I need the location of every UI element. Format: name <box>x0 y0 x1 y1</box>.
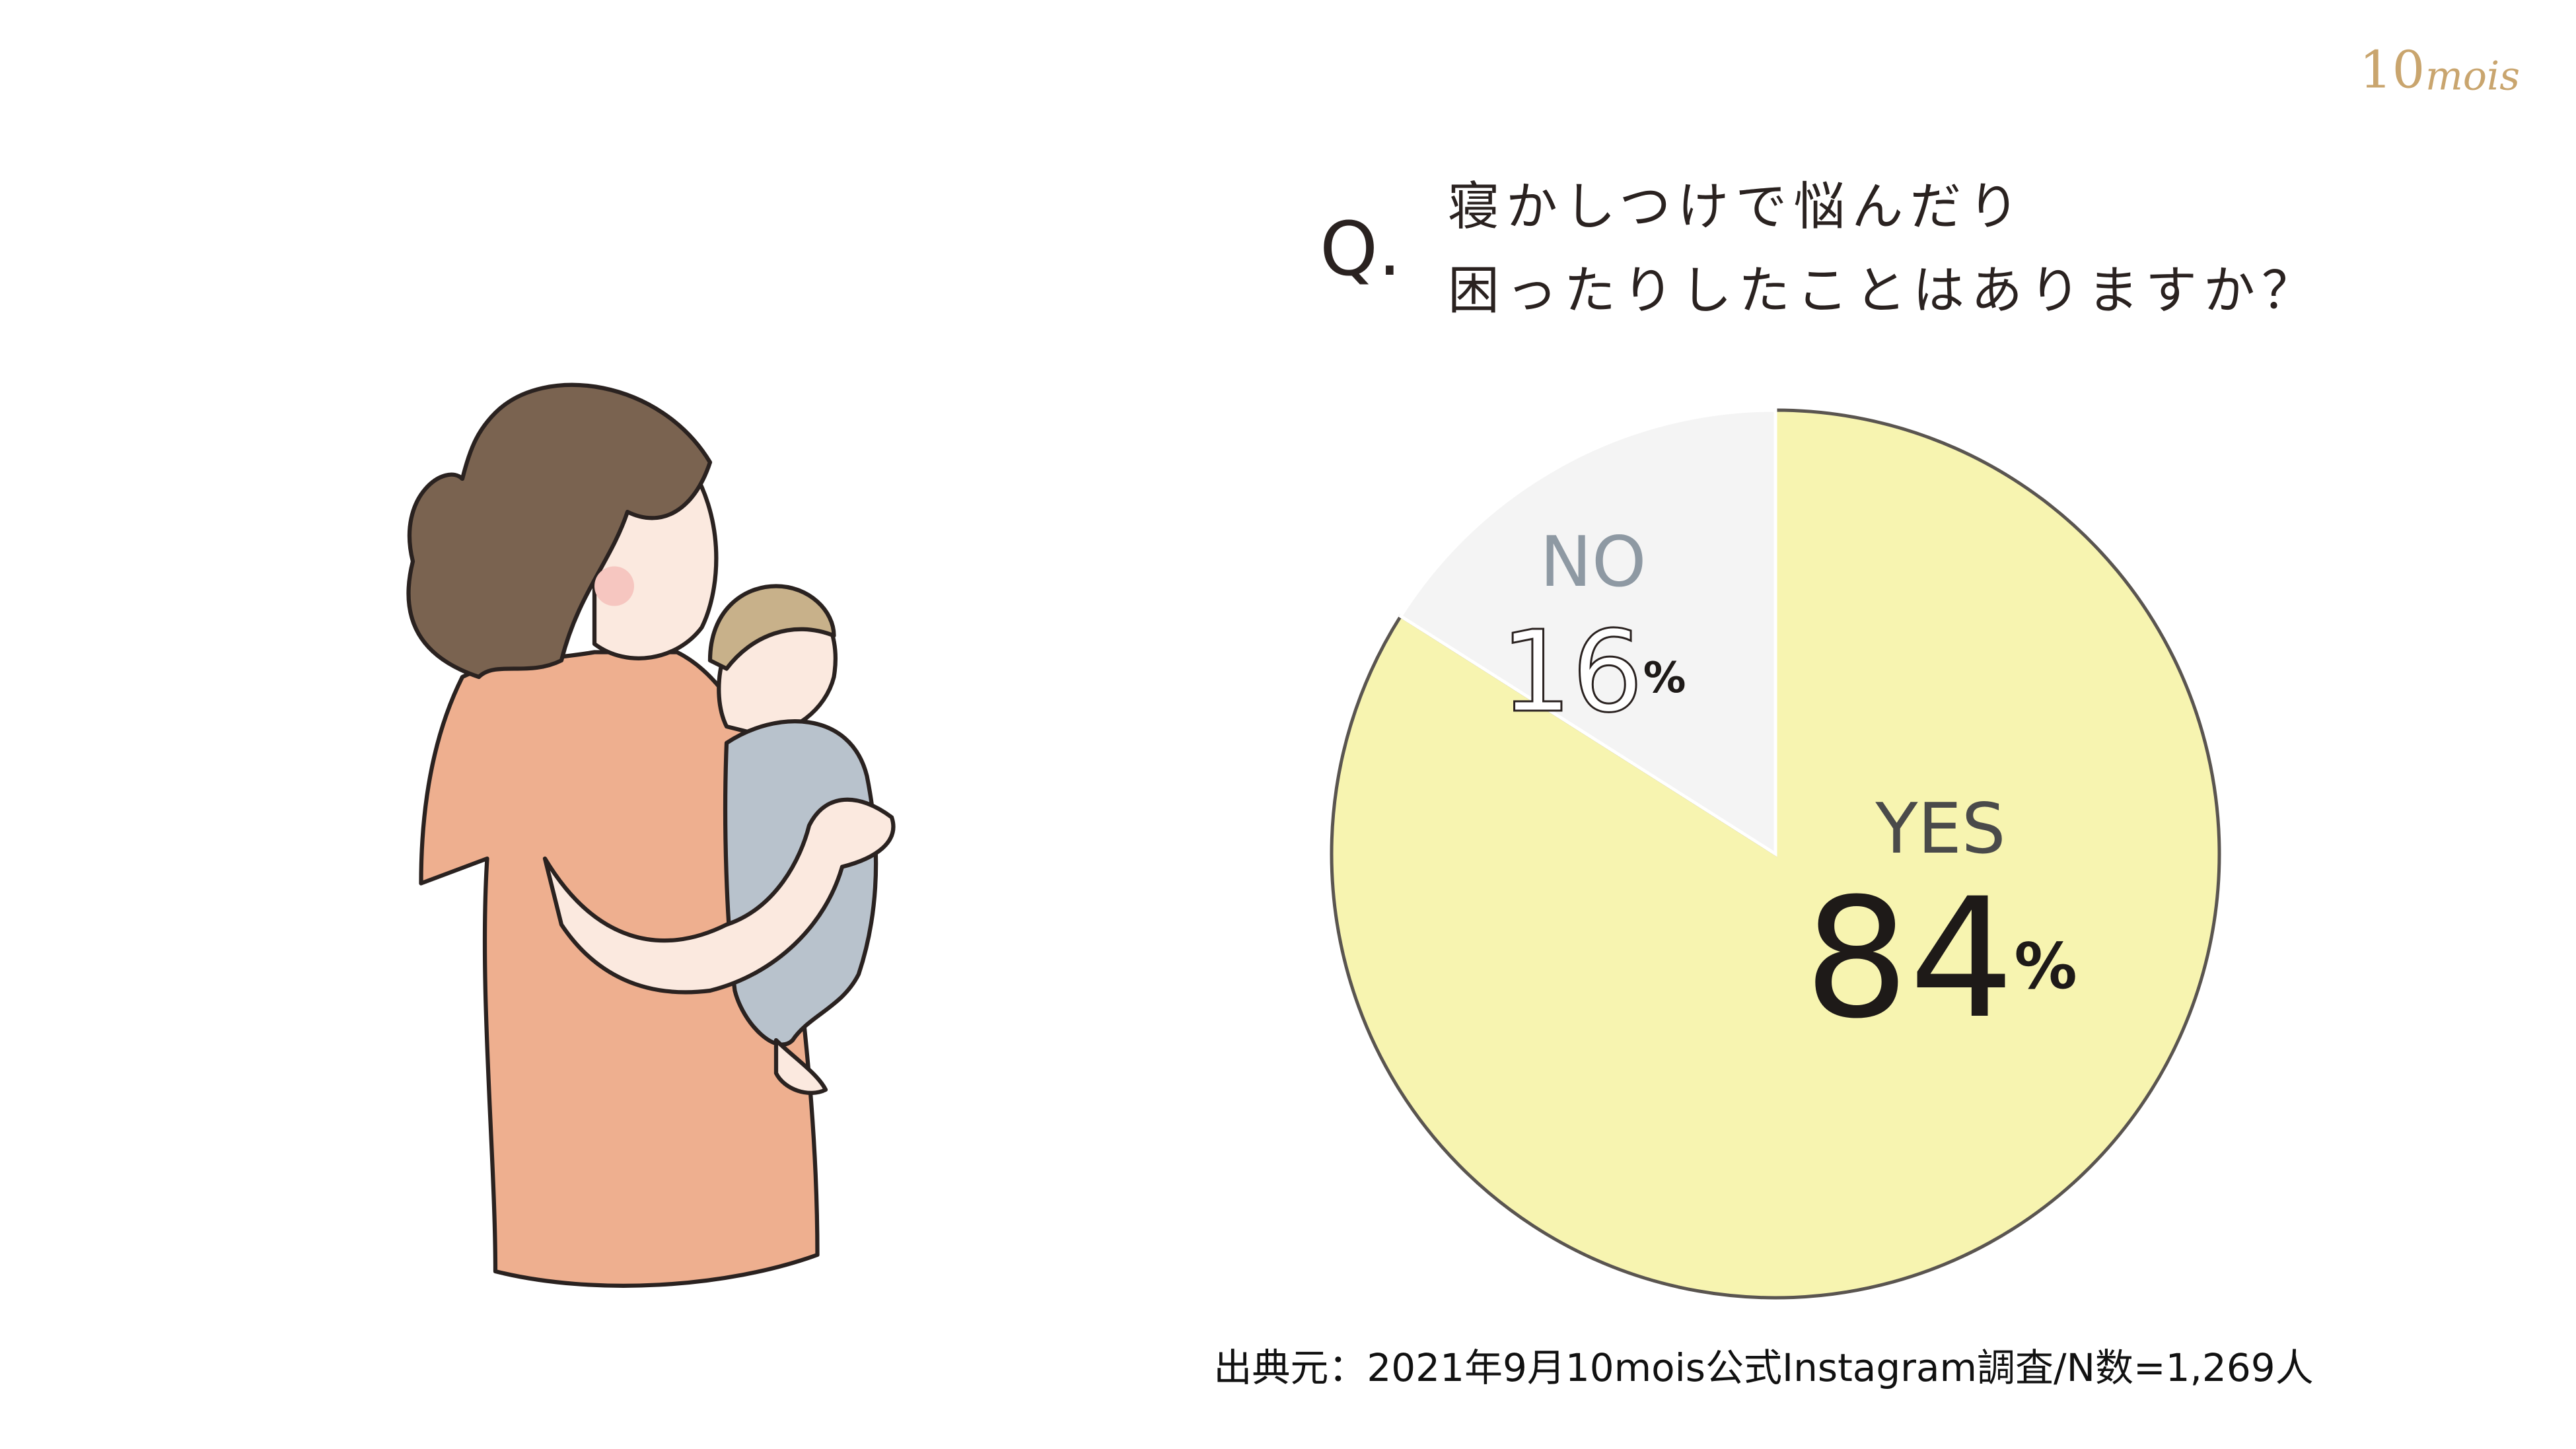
pie-slice <box>1398 408 1777 857</box>
logo-number: 10 <box>2359 41 2425 100</box>
question-line: 寝かしつけで悩んだり <box>1448 177 2026 236</box>
slice-category: NO <box>1540 522 1646 602</box>
slice-category: YES <box>1875 789 2005 869</box>
question-line: 困ったりしたことはありますか？ <box>1448 261 2320 320</box>
slice-value-label: 84% <box>1804 863 2077 1055</box>
illustration <box>406 382 896 1288</box>
source: 出典元：2021年9月10mois公式Instagram調査/N数=1,269人 <box>1213 1345 2313 1390</box>
slice-value-label: 16% <box>1500 607 1686 738</box>
logo-word: mois <box>2425 53 2520 100</box>
question-mark: Q. <box>1320 207 1402 293</box>
